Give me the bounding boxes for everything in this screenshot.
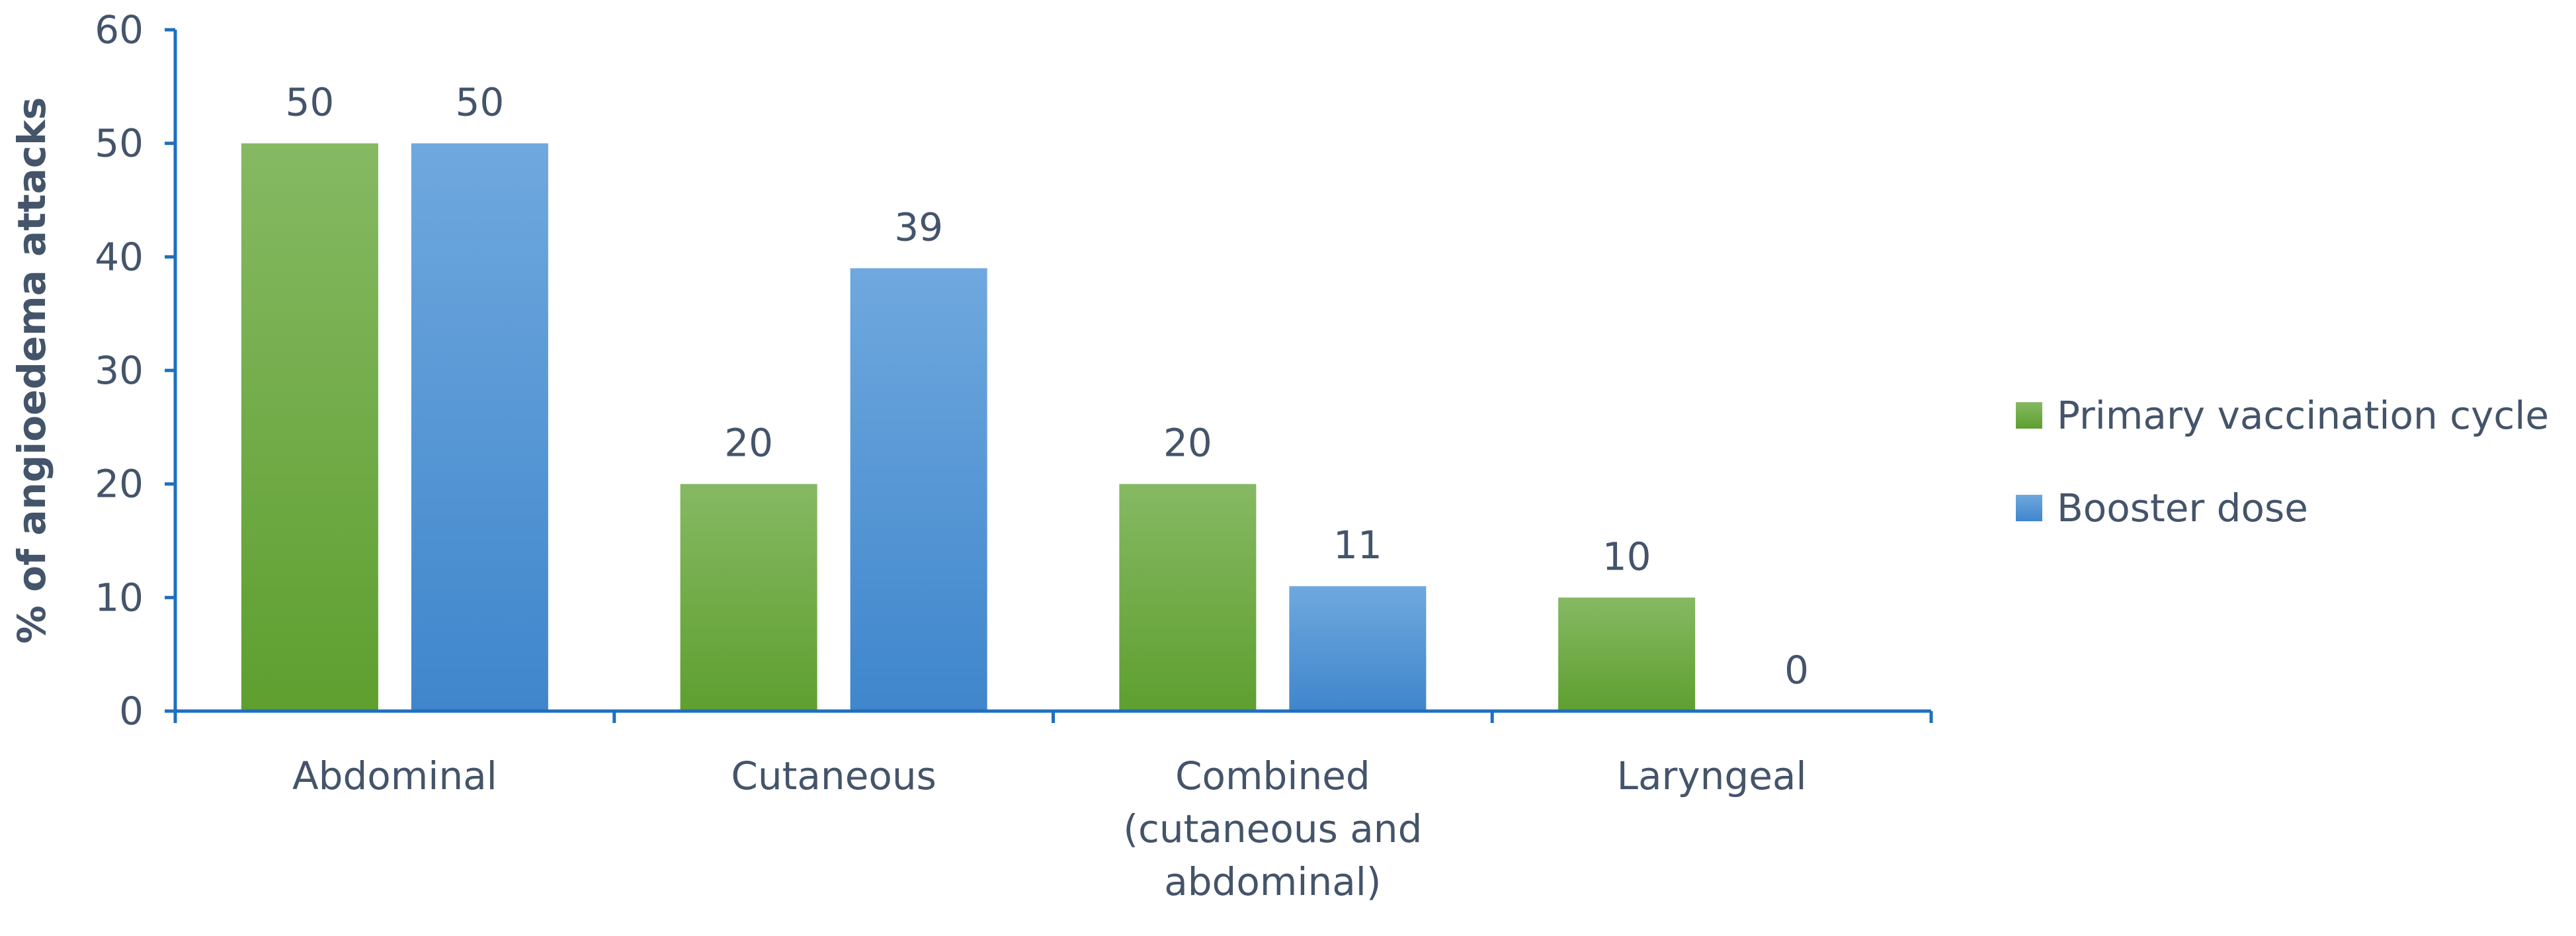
category-label-0: Abdominal	[292, 753, 497, 798]
bar-0-1	[680, 484, 817, 711]
data-label-1-1: 39	[894, 205, 943, 250]
y-axis-label: % of angioedema attacks	[9, 97, 54, 644]
y-tick-label-5: 50	[95, 121, 144, 166]
bar-0-0	[241, 143, 378, 711]
legend: Primary vaccination cycle Booster dose	[2016, 393, 2549, 531]
data-label-0-3: 10	[1602, 534, 1651, 579]
category-label-2: Combined (cutaneous and abdominal)	[1123, 753, 1422, 904]
bar-0-3	[1558, 597, 1696, 711]
legend-swatch-1	[2016, 495, 2042, 521]
legend-label-1: Booster dose	[2057, 486, 2308, 531]
legend-label-0: Primary vaccination cycle	[2057, 393, 2549, 438]
y-tick-label-2: 20	[95, 462, 144, 507]
category-label-3: Laryngeal	[1617, 753, 1807, 798]
data-label-0-2: 20	[1163, 421, 1212, 466]
data-label-1-0: 50	[455, 80, 504, 125]
y-tick-label-4: 40	[95, 234, 144, 279]
y-tick-label-6: 60	[95, 7, 144, 52]
y-tick-label-3: 30	[95, 348, 144, 393]
data-label-0-0: 50	[285, 80, 334, 125]
data-label-1-2: 11	[1333, 523, 1382, 568]
legend-swatch-0	[2016, 402, 2042, 429]
bar-1-1	[850, 268, 987, 711]
labels: 50 50 Abdominal 20 39 Cutaneous 20 11 Combined (c…	[9, 7, 1809, 904]
data-label-1-3: 0	[1784, 648, 1809, 693]
y-tick-label-0: 0	[119, 689, 144, 734]
bar-0-2	[1119, 484, 1257, 711]
bars	[241, 143, 1696, 711]
y-tick-label-1: 10	[95, 575, 144, 620]
axes	[165, 28, 1933, 723]
bar-1-0	[411, 143, 548, 711]
data-label-0-1: 20	[724, 421, 773, 466]
category-label-1: Cutaneous	[731, 753, 936, 798]
bar-1-2	[1289, 586, 1427, 711]
